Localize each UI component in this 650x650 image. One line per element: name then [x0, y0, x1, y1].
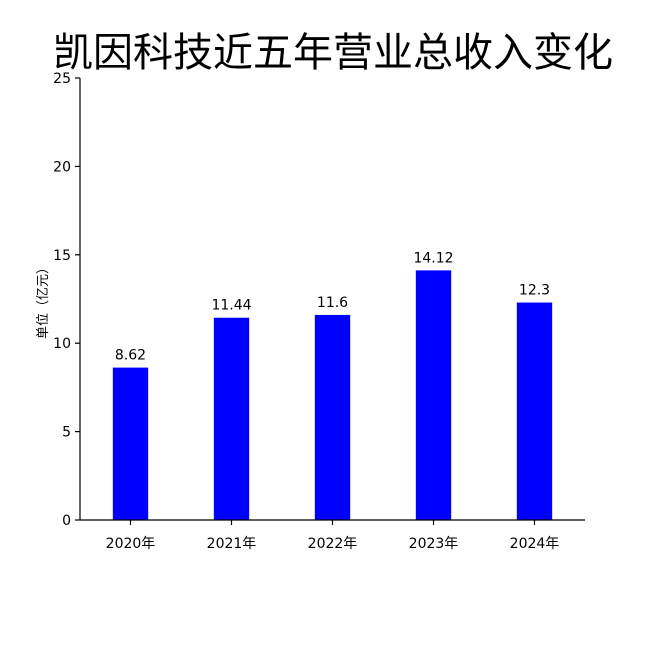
bar-data-label: 11.44	[211, 298, 251, 314]
bar	[516, 302, 553, 520]
x-tick-label: 2021年	[207, 536, 257, 552]
bar-data-label: 11.6	[317, 295, 348, 311]
bar	[314, 314, 351, 520]
bar	[112, 367, 149, 520]
x-tick-label: 2023年	[409, 536, 459, 552]
x-tick-label: 2020年	[106, 536, 156, 552]
y-tick-label: 10	[53, 336, 71, 352]
y-tick-label: 0	[62, 513, 71, 529]
bar	[415, 270, 452, 520]
y-tick-label: 5	[62, 425, 71, 441]
y-axis-label: 单位（亿元）	[36, 261, 51, 339]
y-tick-label: 25	[53, 71, 71, 87]
y-axis-ticks: 0 5 10 15 20 25	[53, 71, 80, 529]
bar-data-label: 8.62	[115, 348, 146, 364]
y-tick-label: 20	[53, 159, 71, 175]
bar	[213, 317, 250, 520]
bar-data-label: 14.12	[413, 250, 453, 266]
x-tick-label: 2022年	[308, 536, 358, 552]
bars-group	[112, 270, 553, 520]
bar-data-label: 12.3	[519, 283, 550, 299]
x-axis-ticks: 2020年 2021年 2022年 2023年 2024年	[106, 520, 560, 552]
data-labels-group: 8.62 11.44 11.6 14.12 12.3	[115, 250, 550, 363]
x-tick-label: 2024年	[510, 536, 560, 552]
y-tick-label: 15	[53, 248, 71, 264]
chart-title: 凯因科技近五年营业总收入变化	[53, 30, 613, 76]
